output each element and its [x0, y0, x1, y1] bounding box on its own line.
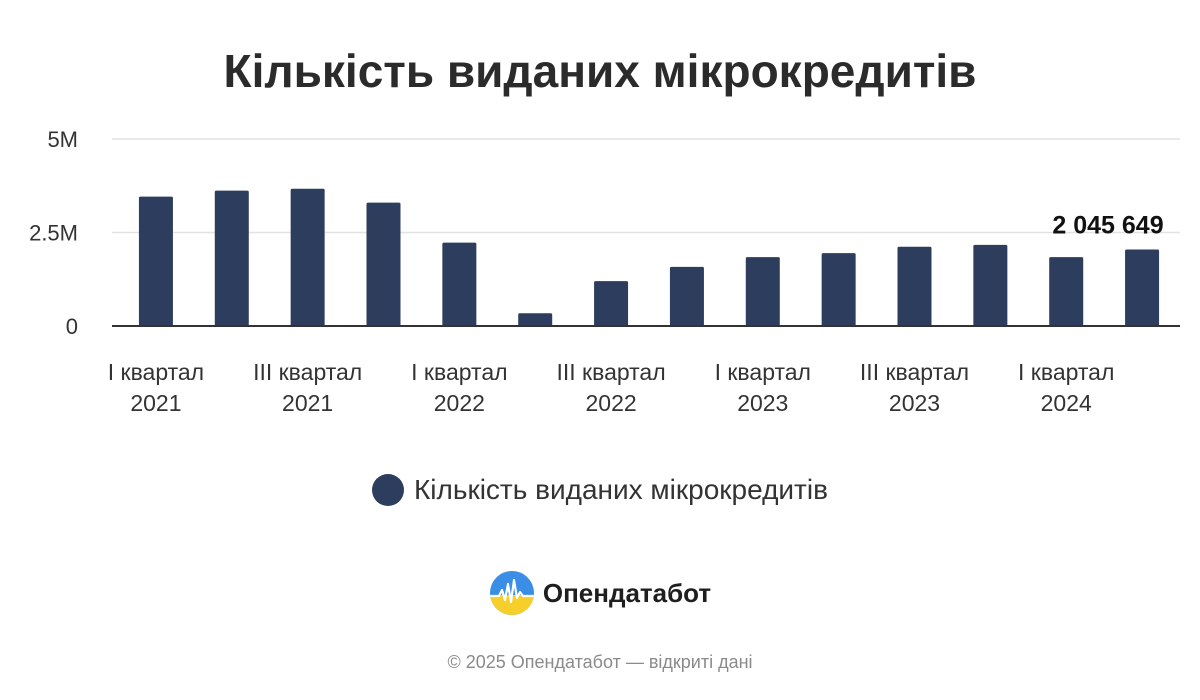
x-tick-label: III квартал 2021: [253, 359, 362, 416]
brand: Опендатабот: [0, 570, 1200, 616]
bar: [973, 244, 1008, 326]
bar: [290, 188, 325, 326]
x-tick-label: I квартал 2022: [411, 359, 507, 416]
x-tick-label: III квартал 2022: [556, 359, 665, 416]
y-tick-label: 5M: [47, 127, 78, 152]
bar: [1125, 249, 1160, 326]
bar: [897, 246, 932, 326]
y-tick-label: 0: [66, 314, 78, 339]
bar: [821, 253, 856, 326]
legend[interactable]: Кількість виданих мікрокредитів: [0, 474, 1200, 506]
footer-copyright: © 2025 Опендатабот — відкриті дані: [447, 652, 753, 672]
bar: [745, 257, 780, 326]
legend-swatch: [372, 474, 404, 506]
data-label: 2 045 649: [1052, 211, 1163, 239]
y-tick-label: 2.5M: [29, 221, 78, 246]
x-tick-label: I квартал 2023: [715, 359, 811, 416]
bar: [366, 202, 401, 326]
legend-label: Кількість виданих мікрокредитів: [414, 474, 828, 505]
bar: [518, 313, 553, 326]
x-tick-label: I квартал 2024: [1018, 359, 1114, 416]
bar: [1049, 257, 1084, 326]
x-tick-label: III квартал 2023: [860, 359, 969, 416]
opendatabot-logo-icon: [489, 571, 534, 615]
bar: [442, 242, 477, 326]
brand-name: Опендатабот: [542, 577, 712, 608]
bar: [214, 190, 249, 326]
bar: [594, 281, 629, 326]
bar: [138, 196, 173, 326]
bar: [669, 266, 704, 326]
x-tick-label: I квартал 2021: [108, 359, 204, 416]
bar-chart: 0 2.5M 5M I квартал 2021 III квартал 2021 I ква…: [29, 127, 1180, 416]
chart-title: Кількість виданих мікрокредитів: [223, 45, 977, 97]
